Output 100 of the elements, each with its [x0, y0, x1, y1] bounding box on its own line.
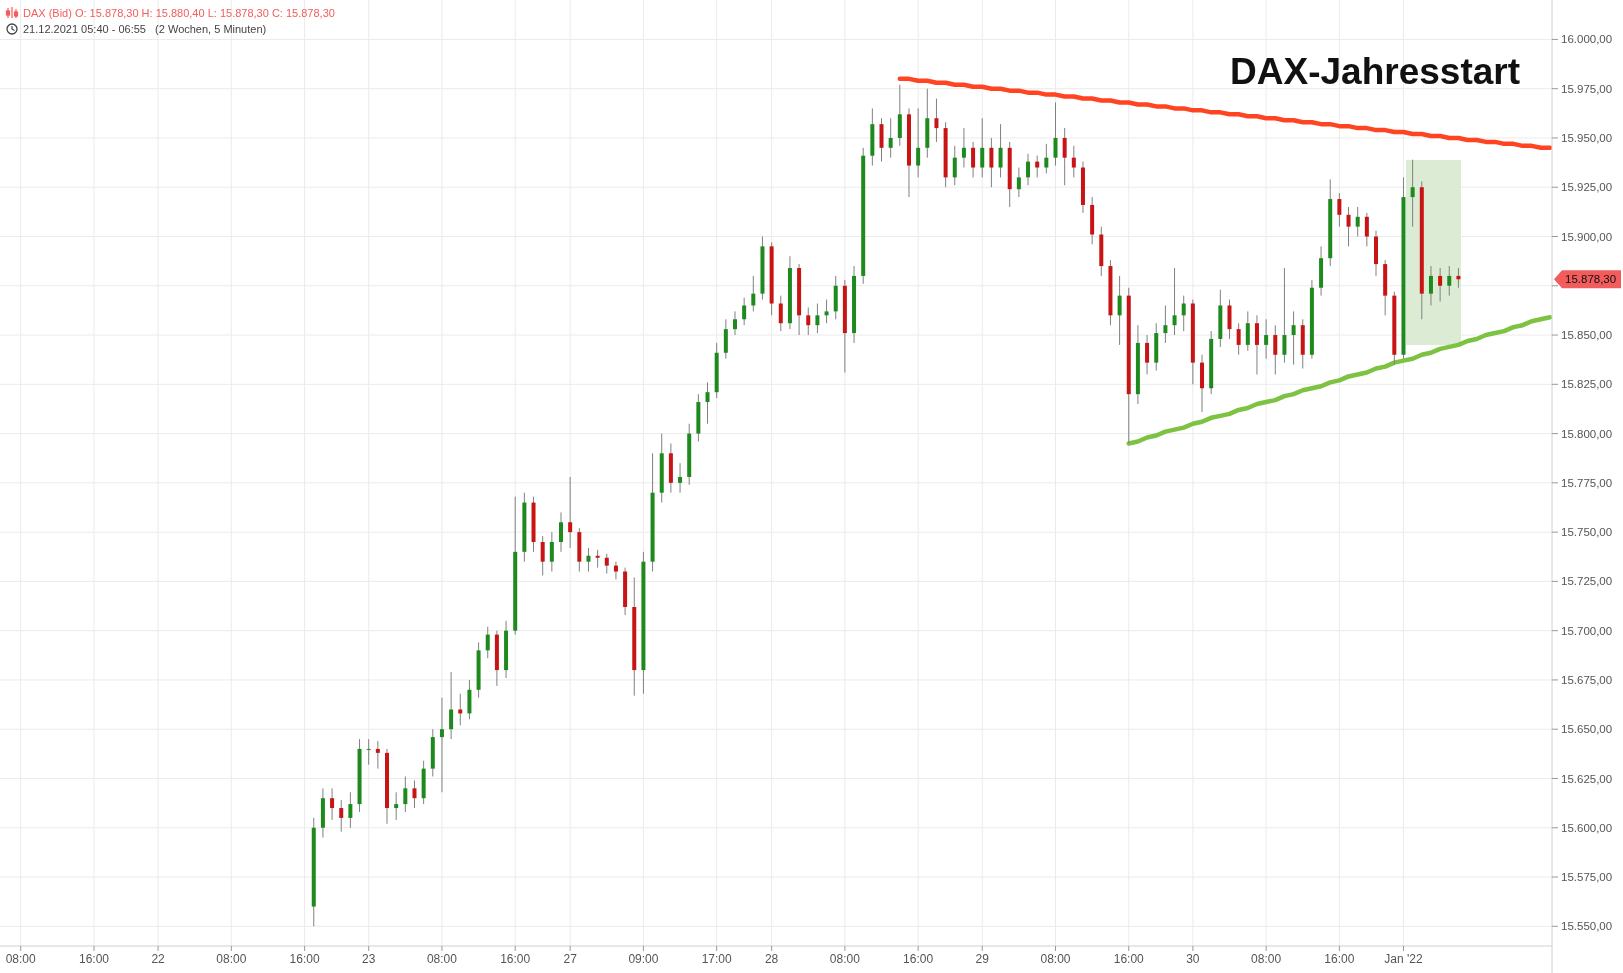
candlestick: [961, 127, 966, 169]
annotation: 21.12.2021 05:40 - 06:55 (2 Wochen, 5 Minuten): [23, 23, 267, 35]
candlestick: [1236, 322, 1241, 356]
candlestick: [879, 117, 884, 163]
candlestick: [1016, 167, 1021, 198]
candlestick: [394, 791, 399, 821]
candlestick: [366, 738, 371, 766]
candlestick: [1071, 145, 1076, 178]
y-tick-label: 15.775,00: [1561, 476, 1613, 489]
line-series: [1126, 315, 1553, 446]
candlestick: [1026, 153, 1031, 186]
candlestick: [1364, 212, 1369, 247]
candlestick: [1062, 127, 1067, 186]
candlestick: [1145, 334, 1150, 375]
candlestick: [1456, 267, 1461, 289]
x-tick-label: 16:00: [500, 952, 531, 966]
candlestick: [1254, 314, 1259, 375]
candlestick: [1245, 310, 1250, 352]
candlestick: [330, 787, 335, 821]
candlestick: [1355, 206, 1360, 237]
candlestick: [467, 679, 472, 720]
y-tick-label: 15.825,00: [1561, 378, 1613, 391]
y-tick-label: 15.925,00: [1561, 181, 1613, 194]
y-tick-label: 15.650,00: [1561, 723, 1613, 736]
x-tick-label: 09:00: [628, 952, 659, 966]
annotation: DAX (Bid) O: 15.878,30 H: 15.880,40 L: 15.878,30 C: 15.878,30: [23, 7, 335, 19]
candlestick: [1447, 265, 1452, 297]
candlestick: [1053, 101, 1058, 167]
candlestick: [824, 299, 829, 324]
candlestick: [1346, 206, 1351, 247]
candlestick: [980, 117, 985, 178]
candlestick: [1163, 304, 1168, 344]
y-tick-label: 15.850,00: [1561, 329, 1613, 342]
candlestick: [705, 381, 710, 425]
candlestick: [1428, 265, 1433, 306]
x-tick-label: 27: [563, 952, 578, 966]
candlestick: [559, 511, 563, 553]
x-tick-label: 08:00: [1040, 952, 1071, 966]
y-tick-label: 15.675,00: [1561, 673, 1613, 686]
candlestick: [751, 275, 756, 312]
candlestick: [989, 137, 994, 188]
y-tick-label: 15.950,00: [1561, 131, 1613, 144]
x-tick-label: 08:00: [426, 952, 458, 966]
candlestick: [540, 535, 545, 576]
x-tick-label: 16:00: [1113, 952, 1145, 966]
candlestick: [348, 791, 353, 829]
candlestick: [806, 306, 811, 336]
candlestick: [549, 531, 554, 573]
candlestick: [1117, 275, 1122, 346]
x-tick-label: 08:00: [5, 952, 37, 966]
candlestick: [1273, 324, 1278, 375]
candlestick: [403, 776, 408, 813]
y-tick-label: 15.575,00: [1561, 871, 1613, 884]
candlestick: [568, 476, 573, 549]
y-tick-label: 15.550,00: [1561, 920, 1613, 933]
text: DAX-Jahresstart: [1230, 51, 1520, 92]
y-tick-label: 15.800,00: [1561, 427, 1613, 440]
candlestick: [586, 547, 591, 573]
candlestick: [1282, 267, 1287, 364]
candlestick: [1337, 192, 1342, 228]
candlestick: [485, 626, 490, 659]
candlestick: [971, 141, 976, 178]
candlestick: [934, 98, 939, 143]
x-tick-label: 16:00: [78, 952, 110, 966]
candlestick: [897, 84, 902, 147]
y-tick-label: 15.750,00: [1561, 526, 1613, 539]
y-tick-label: 15.625,00: [1561, 772, 1613, 785]
x-tick-label: 08:00: [829, 952, 861, 966]
x-tick-label: 23: [362, 952, 376, 966]
y-tick-label: 15.900,00: [1561, 230, 1613, 243]
candlestick: [916, 107, 921, 178]
x-tick-label: 17:00: [701, 952, 733, 966]
x-tick-label: 22: [151, 952, 166, 966]
x-tick-label: Jan '22: [1384, 952, 1423, 966]
candlestick: [339, 799, 344, 833]
candlestick: [1227, 299, 1232, 340]
x-tick-label: 08:00: [216, 952, 247, 966]
candlestick: [815, 303, 820, 334]
x-tick-label: 29: [975, 952, 990, 966]
candlestick: [1264, 318, 1269, 360]
text: 15.878,30: [1565, 273, 1617, 286]
x-tick-label: 16:00: [903, 952, 934, 966]
candlestick: [742, 297, 747, 326]
y-tick-label: 15.700,00: [1561, 624, 1613, 637]
x-tick-label: 28: [764, 952, 779, 966]
candlestick: [613, 561, 618, 580]
x-tick-label: 08:00: [1251, 952, 1282, 966]
candlestick: [778, 295, 783, 332]
candlestick: [952, 145, 957, 186]
candlestick: [888, 117, 893, 159]
y-tick-label: 15.725,00: [1561, 575, 1613, 588]
candlestick: [449, 671, 454, 740]
candlestick: [1291, 310, 1296, 366]
candlestick: [604, 553, 609, 575]
candlestick: [1044, 143, 1049, 174]
y-tick-label: 15.975,00: [1561, 82, 1613, 95]
candlestick: [732, 310, 737, 336]
candlestick: [998, 123, 1003, 178]
candlestick: [375, 740, 380, 770]
candlestick: [412, 779, 417, 809]
